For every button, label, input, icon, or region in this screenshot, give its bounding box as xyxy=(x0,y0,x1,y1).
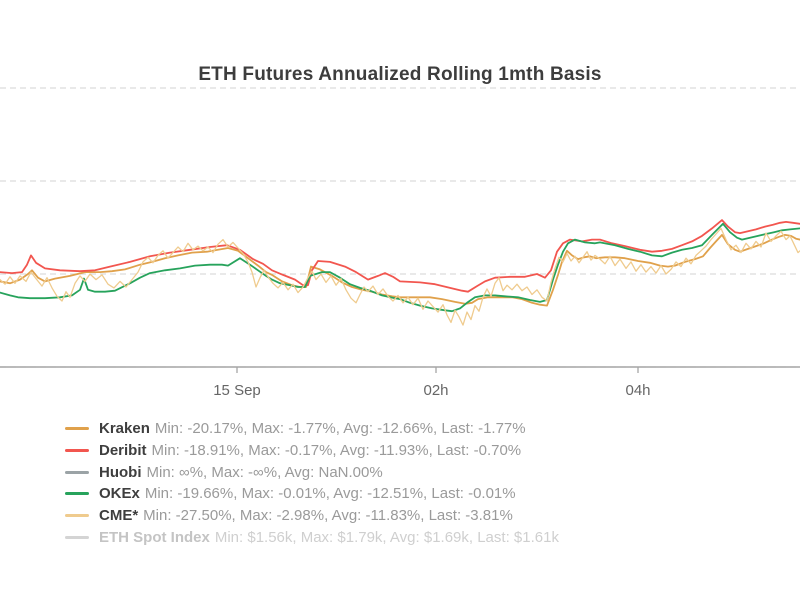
legend-item-huobi[interactable]: Huobi Min: ∞%, Max: -∞%, Avg: NaN.00% xyxy=(65,461,559,483)
legend-series-stats: Min: -20.17%, Max: -1.77%, Avg: -12.66%,… xyxy=(154,420,526,438)
legend-series-stats: Min: -18.91%, Max: -0.17%, Avg: -11.93%,… xyxy=(151,442,522,460)
legend-swatch-okex xyxy=(65,492,89,496)
x-axis-tick-label: 04h xyxy=(625,382,650,399)
series-line-okex xyxy=(0,222,800,313)
legend-series-stats: Min: -27.50%, Max: -2.98%, Avg: -11.83%,… xyxy=(143,507,513,525)
legend-item-kraken[interactable]: Kraken Min: -20.17%, Max: -1.77%, Avg: -1… xyxy=(65,418,559,440)
legend-series-stats: Min: -19.66%, Max: -0.01%, Avg: -12.51%,… xyxy=(144,485,516,503)
series-line-deribit xyxy=(0,219,800,293)
x-axis-tick-label: 15 Sep xyxy=(213,382,261,399)
series-line-cme xyxy=(0,227,800,326)
legend-item-deribit[interactable]: Deribit Min: -18.91%, Max: -0.17%, Avg: -… xyxy=(65,440,559,462)
chart-title: ETH Futures Annualized Rolling 1mth Basi… xyxy=(198,64,602,85)
chart-plot: 15 Sep 02h 04h xyxy=(0,87,800,399)
legend-series-name: Huobi xyxy=(99,463,142,481)
legend-item-eth-spot-index[interactable]: ETH Spot Index Min: $1.56k, Max: $1.79k, … xyxy=(65,526,559,548)
legend-swatch-deribit xyxy=(65,449,89,453)
x-axis-tick-label: 02h xyxy=(423,382,448,399)
legend-swatch-cme xyxy=(65,514,89,518)
legend-series-stats: Min: ∞%, Max: -∞%, Avg: NaN.00% xyxy=(146,463,383,481)
legend-swatch-huobi xyxy=(65,470,89,474)
legend-series-name: Kraken xyxy=(99,420,150,438)
legend-series-name: CME* xyxy=(99,507,139,525)
legend-swatch-kraken xyxy=(65,427,89,431)
legend-series-name: ETH Spot Index xyxy=(99,528,210,546)
legend-swatch-eth-spot-index xyxy=(65,535,89,539)
chart-legend: Kraken Min: -20.17%, Max: -1.77%, Avg: -1… xyxy=(65,418,559,548)
legend-item-cme[interactable]: CME* Min: -27.50%, Max: -2.98%, Avg: -11.… xyxy=(65,505,559,527)
legend-item-okex[interactable]: OKEx Min: -19.66%, Max: -0.01%, Avg: -12.… xyxy=(65,483,559,505)
legend-series-name: Deribit xyxy=(99,442,147,460)
legend-series-stats: Min: $1.56k, Max: $1.79k, Avg: $1.69k, L… xyxy=(214,528,559,546)
legend-series-name: OKEx xyxy=(99,485,140,503)
